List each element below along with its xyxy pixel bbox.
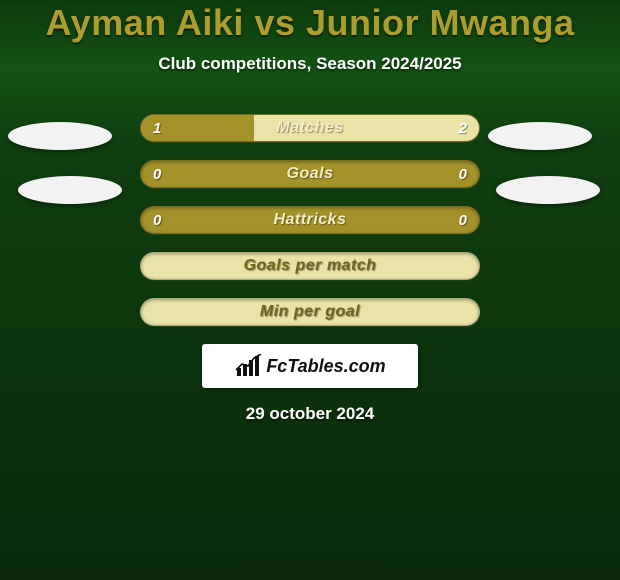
generated-date: 29 october 2024 bbox=[0, 404, 620, 424]
bar-label: Goals per match bbox=[141, 253, 479, 279]
bar-row-min_per_goal: Min per goal bbox=[140, 298, 480, 326]
club-ellipse-left-0 bbox=[8, 122, 112, 150]
club-ellipse-left-1 bbox=[18, 176, 122, 204]
chart-icon bbox=[234, 354, 264, 378]
page-title: Ayman Aiki vs Junior Mwanga bbox=[0, 0, 620, 44]
fctables-badge: FcTables.com bbox=[202, 344, 418, 388]
bar-label: Min per goal bbox=[141, 299, 479, 325]
bar-row-goals: 00Goals bbox=[140, 160, 480, 188]
club-ellipse-right-2 bbox=[488, 122, 592, 150]
fctables-badge-text: FcTables.com bbox=[266, 356, 385, 377]
comparison-infographic: Ayman Aiki vs Junior Mwanga Club competi… bbox=[0, 0, 620, 580]
club-ellipse-right-3 bbox=[496, 176, 600, 204]
bar-label: Matches bbox=[141, 115, 479, 141]
bars-area: 12Matches 00Goals 00Hattricks Goals per mat… bbox=[140, 114, 480, 326]
bar-row-matches: 12Matches bbox=[140, 114, 480, 142]
bar-label: Hattricks bbox=[141, 207, 479, 233]
bar-label: Goals bbox=[141, 161, 479, 187]
page-subtitle: Club competitions, Season 2024/2025 bbox=[0, 54, 620, 74]
bar-row-goals_per_match: Goals per match bbox=[140, 252, 480, 280]
bar-row-hattricks: 00Hattricks bbox=[140, 206, 480, 234]
